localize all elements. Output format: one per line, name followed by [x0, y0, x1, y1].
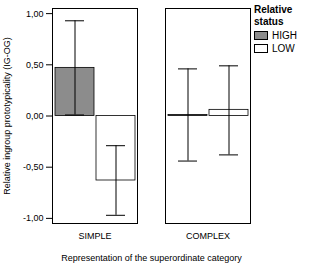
svg-text:-1,00: -1,00	[23, 213, 44, 223]
svg-text:Relative ingroup prototypicali: Relative ingroup prototypicality (IG-OG)	[2, 37, 12, 195]
svg-text:0,50: 0,50	[26, 60, 44, 70]
svg-text:-0,50: -0,50	[23, 162, 44, 172]
svg-text:COMPLEX: COMPLEX	[186, 231, 230, 241]
svg-text:0,00: 0,00	[26, 111, 44, 121]
html-text:LOW: LOW	[272, 43, 295, 54]
svg-text:Representation of the superord: Representation of the superordinate cate…	[61, 253, 242, 263]
html-text:HIGH: HIGH	[272, 30, 297, 41]
svg-text:SIMPLE: SIMPLE	[78, 231, 111, 241]
svg-text:1,00: 1,00	[26, 8, 44, 18]
html-text:Relative status: Relative status	[254, 4, 293, 27]
